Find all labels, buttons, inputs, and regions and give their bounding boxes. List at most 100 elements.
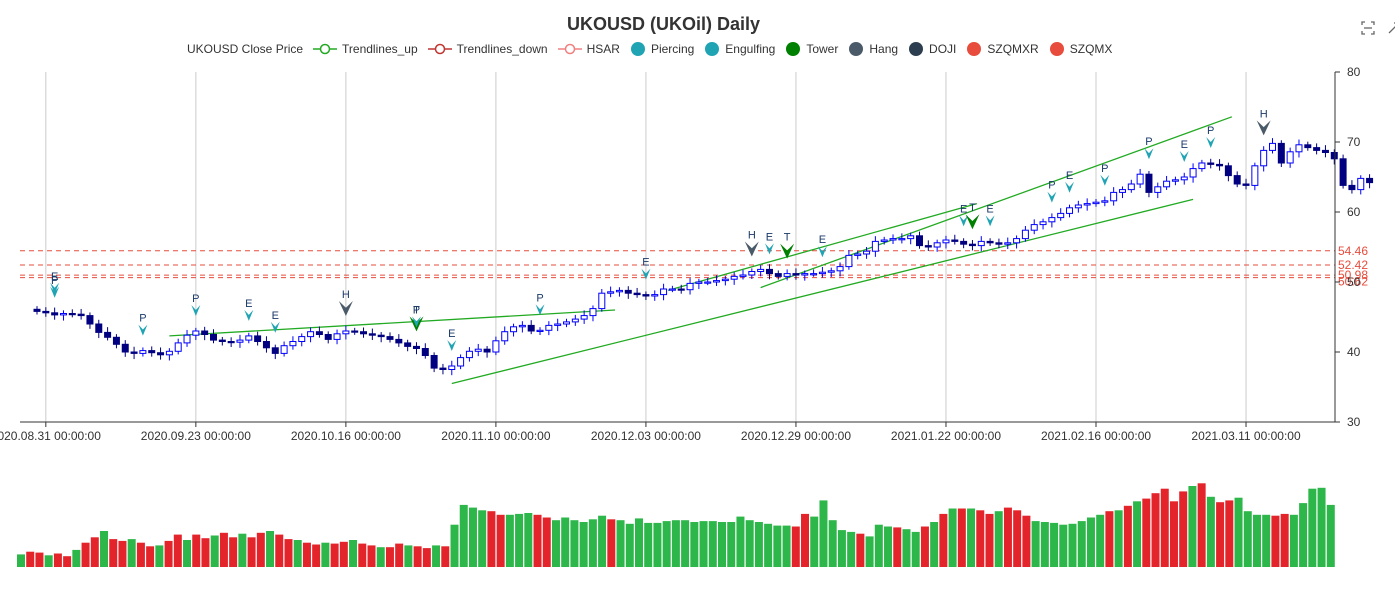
candle bbox=[545, 321, 553, 336]
candle-body bbox=[1180, 176, 1188, 181]
volume-bar bbox=[1326, 504, 1335, 567]
legend-item-trendlines-up[interactable]: Trendlines_up bbox=[313, 42, 418, 56]
candle bbox=[386, 332, 394, 343]
candle-body bbox=[1189, 168, 1197, 178]
candle bbox=[1216, 159, 1224, 171]
candle bbox=[201, 326, 209, 341]
candle bbox=[1330, 149, 1338, 165]
volume-bar bbox=[893, 527, 902, 567]
legend-label: Engulfing bbox=[725, 42, 776, 56]
volume-bar bbox=[920, 526, 929, 567]
candle-body bbox=[889, 238, 897, 241]
volume-bar bbox=[229, 537, 238, 567]
candle-body bbox=[607, 291, 615, 294]
pattern-marker-label: P bbox=[1101, 163, 1108, 175]
volume-bar bbox=[35, 552, 44, 567]
candle bbox=[713, 275, 721, 286]
legend-line-circle-icon bbox=[313, 43, 338, 55]
candle bbox=[1021, 226, 1029, 242]
candle bbox=[951, 234, 959, 245]
candle-body bbox=[1242, 183, 1250, 186]
legend-item-tower[interactable]: Tower bbox=[785, 42, 838, 56]
volume-bar bbox=[939, 513, 948, 567]
legend-item-piercing[interactable]: Piercing bbox=[630, 42, 694, 56]
candle-body bbox=[1269, 142, 1276, 151]
pattern-marker-pin bbox=[1179, 151, 1189, 162]
volume-bar bbox=[533, 514, 542, 567]
candle bbox=[1004, 237, 1012, 250]
candle-body bbox=[430, 355, 438, 369]
volume-bar bbox=[422, 548, 431, 567]
volume-bar bbox=[634, 518, 643, 567]
candle bbox=[1198, 159, 1206, 172]
zoom-reset-icon[interactable] bbox=[1360, 20, 1376, 36]
candle-body bbox=[1092, 201, 1100, 205]
pattern-marker-hang: H bbox=[338, 289, 353, 316]
legend-item-doji[interactable]: DOJI bbox=[908, 42, 956, 56]
candle-body bbox=[1145, 173, 1153, 193]
candle bbox=[1260, 146, 1268, 172]
volume-bar bbox=[450, 524, 459, 567]
volume-bar bbox=[782, 525, 791, 567]
pattern-marker-pin bbox=[244, 309, 254, 321]
candle bbox=[42, 307, 50, 317]
candle bbox=[818, 266, 826, 278]
volume-bar bbox=[708, 521, 717, 567]
volume-bar bbox=[1059, 524, 1068, 567]
chart-toolbox bbox=[1360, 20, 1395, 36]
candle bbox=[104, 327, 112, 341]
candle bbox=[157, 347, 165, 360]
candle-body bbox=[510, 326, 518, 333]
candle-body bbox=[598, 292, 606, 310]
pattern-marker-pin bbox=[411, 316, 421, 328]
candle bbox=[1339, 154, 1347, 189]
candle-body bbox=[863, 250, 871, 255]
candle-body bbox=[845, 254, 853, 268]
candle-body bbox=[1313, 147, 1321, 151]
candle bbox=[510, 323, 518, 337]
volume-bar bbox=[358, 543, 367, 567]
candle-body bbox=[351, 330, 359, 333]
volume-bar bbox=[699, 521, 708, 567]
candle bbox=[298, 333, 306, 347]
legend-label: HSAR bbox=[586, 42, 620, 56]
trendline-up bbox=[667, 202, 978, 292]
candle-layer bbox=[33, 138, 1374, 376]
volume-bar bbox=[72, 549, 81, 567]
candle bbox=[395, 334, 403, 347]
candle bbox=[236, 334, 244, 348]
legend-item-engulfing[interactable]: Engulfing bbox=[704, 42, 775, 56]
candle bbox=[1348, 180, 1356, 194]
legend-item-szqmx[interactable]: SZQMX bbox=[1049, 42, 1112, 56]
candle-body bbox=[854, 253, 862, 256]
volume-bar bbox=[957, 508, 966, 567]
legend-item-hsar[interactable]: HSAR bbox=[557, 42, 620, 56]
legend-item-szqmxr[interactable]: SZQMXR bbox=[966, 42, 1039, 56]
pattern-marker-pin bbox=[1206, 137, 1216, 148]
restore-icon[interactable] bbox=[1386, 20, 1395, 36]
volume-bar bbox=[1262, 514, 1271, 567]
candle-body bbox=[730, 275, 738, 280]
candle-body bbox=[563, 321, 570, 325]
pattern-marker-tower: T bbox=[965, 202, 980, 230]
candle bbox=[580, 310, 588, 324]
pattern-marker-label: E bbox=[1181, 139, 1188, 151]
candle bbox=[1207, 158, 1215, 169]
chart-legend: UKOUSD Close Price Trendlines_up Trendline… bbox=[187, 42, 1122, 56]
candle-body bbox=[836, 266, 844, 272]
legend-item-ukousd-close-price[interactable]: UKOUSD Close Price bbox=[187, 42, 303, 56]
pattern-marker-label: E bbox=[448, 328, 455, 340]
candle-body bbox=[960, 240, 968, 245]
candle-body bbox=[942, 239, 950, 244]
pattern-marker-piercing: P bbox=[411, 304, 421, 328]
candle bbox=[1286, 147, 1294, 168]
legend-item-trendlines-down[interactable]: Trendlines_down bbox=[427, 42, 548, 56]
y-tick-label: 80 bbox=[1347, 65, 1361, 79]
volume-bar bbox=[173, 534, 182, 567]
candle-body bbox=[457, 357, 465, 367]
candle-body bbox=[1136, 173, 1144, 185]
candle bbox=[139, 347, 147, 357]
candle-body bbox=[368, 333, 376, 336]
legend-item-hang[interactable]: Hang bbox=[848, 42, 898, 56]
